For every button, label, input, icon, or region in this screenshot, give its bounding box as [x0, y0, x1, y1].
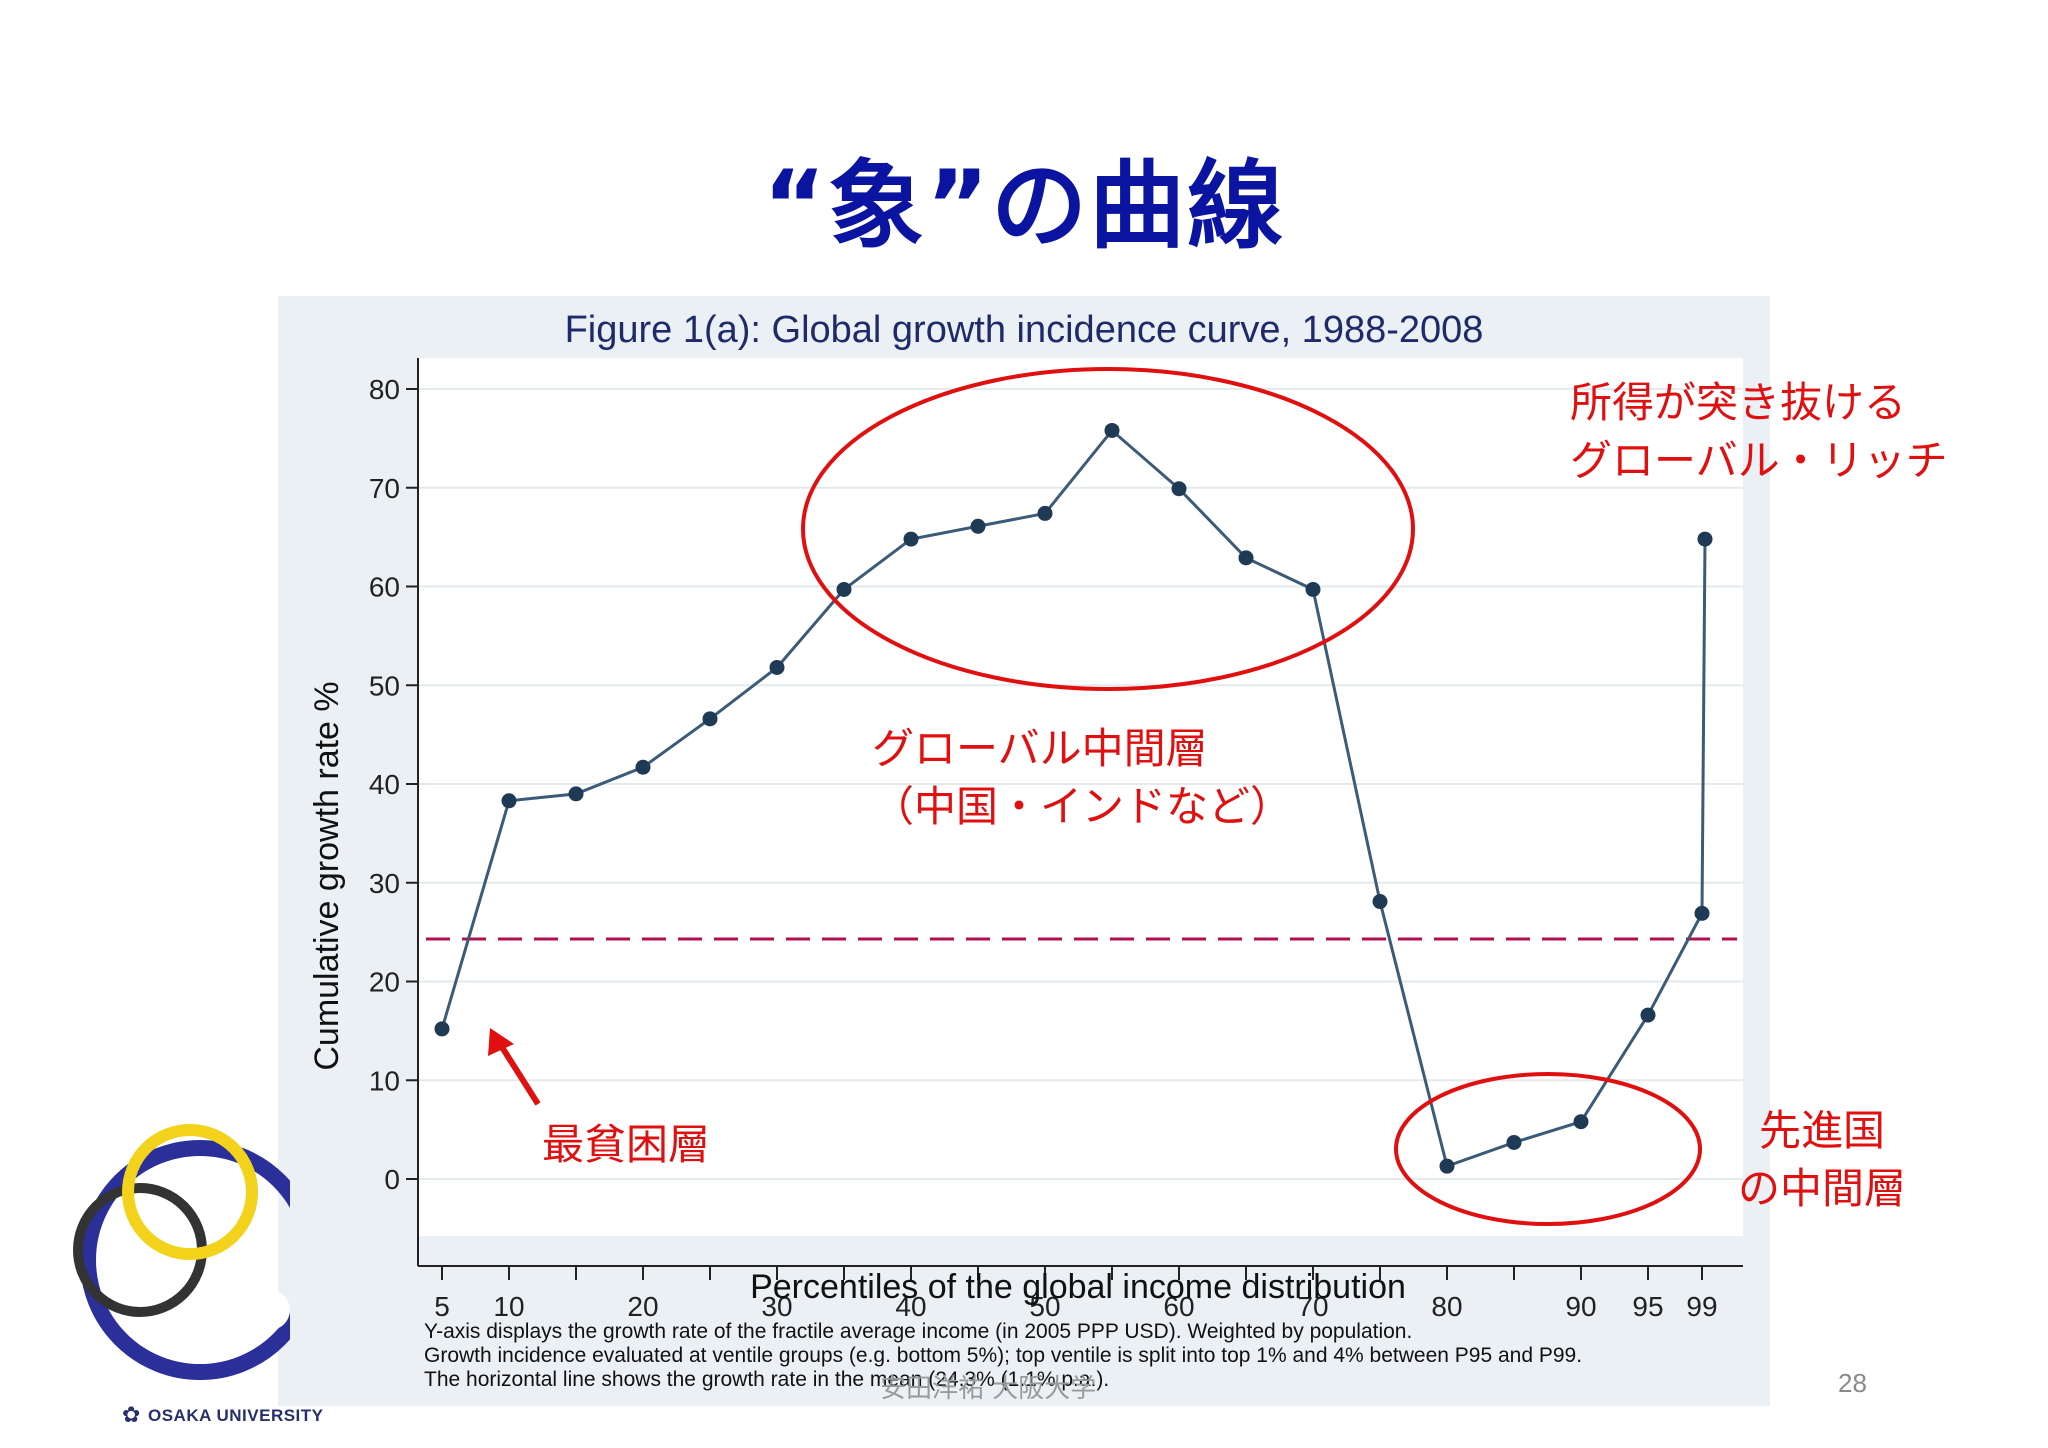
annotation-global-rich: 所得が突き抜ける グローバル・リッチ	[1570, 374, 1948, 490]
data-point	[434, 1021, 450, 1037]
chart-title: Figure 1(a): Global growth incidence cur…	[565, 309, 1484, 351]
y-axis-title: Cumulative growth rate %	[308, 681, 346, 1070]
slide-title: “象”の曲線	[762, 150, 1286, 262]
data-point	[903, 531, 919, 547]
y-tick-label: 50	[369, 670, 400, 701]
data-point	[1573, 1114, 1589, 1130]
data-point	[836, 581, 852, 597]
annotation-global-rich-line1: 所得が突き抜ける	[1570, 378, 1907, 427]
osaka-university-mark-icon: ✿	[122, 1403, 141, 1428]
annotation-global-middle: グローバル中間層 （中国・インドなど）	[872, 720, 1292, 836]
y-tick-label: 40	[369, 769, 400, 800]
x-axis-title: Percentiles of the global income distrib…	[750, 1268, 1406, 1306]
y-tick-label: 70	[369, 473, 400, 504]
data-point	[1305, 581, 1321, 597]
data-point	[1439, 1158, 1455, 1174]
page-number: 28	[1838, 1368, 1867, 1398]
annotation-global-rich-line2: グローバル・リッチ	[1570, 436, 1948, 485]
footer-credit: 安田洋祐 大阪大学	[880, 1374, 1097, 1404]
x-tick-label: 70	[1297, 1291, 1328, 1322]
x-tick-label: 50	[1029, 1291, 1060, 1322]
chart-note-line: Growth incidence evaluated at ventile gr…	[424, 1344, 1583, 1367]
data-point	[635, 759, 651, 775]
growth-incidence-chart: 0 10 20 30 40 50 60 70 80 5 10 20 30 40 50 60 70 80 90 95 99…	[308, 309, 1743, 1322]
plot-area	[418, 358, 1743, 1236]
annotation-global-middle-line2: （中国・インドなど）	[872, 782, 1293, 831]
x-tick-label: 90	[1565, 1291, 1596, 1322]
logo-text: OSAKA UNIVERSITY	[148, 1406, 324, 1425]
x-tick-label: 99	[1686, 1291, 1717, 1322]
y-tick-label: 80	[369, 374, 400, 405]
y-tick-label: 20	[369, 967, 400, 998]
data-point	[702, 711, 718, 727]
figure-panel: 0 10 20 30 40 50 60 70 80 5 10 20 30 40 50 60 70 80 90 95 99…	[278, 296, 1770, 1406]
y-tick-label: 10	[369, 1065, 400, 1096]
poorest-arrow-line	[497, 1042, 541, 1106]
x-tick-label: 60	[1163, 1291, 1194, 1322]
poorest-arrow-head	[488, 1028, 514, 1056]
data-point	[1640, 1007, 1656, 1023]
data-point	[1037, 505, 1053, 521]
advanced-middle-ellipse	[1394, 1072, 1702, 1226]
osaka-university-rings-icon	[73, 1124, 290, 1380]
chart-notes: Y-axis displays the growth rate of the f…	[424, 1320, 1764, 1392]
data-point	[1506, 1134, 1522, 1150]
y-tick-label: 30	[369, 868, 400, 899]
x-tick-label: 10	[493, 1291, 524, 1322]
data-point	[501, 793, 517, 809]
data-point	[568, 786, 584, 802]
annotation-poorest: 最貧困層	[542, 1120, 711, 1169]
annotation-advanced-middle: 先進国 の中間層	[1738, 1102, 1906, 1218]
data-point	[1694, 905, 1710, 921]
chart-note-line: The horizontal line shows the growth rat…	[424, 1368, 1110, 1391]
data-point	[769, 659, 785, 675]
annotation-global-middle-line1: グローバル中間層	[872, 724, 1208, 773]
data-point	[1697, 531, 1713, 547]
chart-note-line: Y-axis displays the growth rate of the f…	[424, 1320, 1413, 1343]
data-point	[1372, 894, 1388, 910]
x-tick-label: 95	[1632, 1291, 1663, 1322]
data-point	[1238, 550, 1254, 566]
global-middle-ellipse	[801, 367, 1415, 691]
data-point	[1171, 481, 1187, 497]
annotation-advanced-middle-line1: 先進国	[1759, 1106, 1886, 1155]
x-tick-label: 5	[434, 1291, 450, 1322]
x-tick-label: 20	[627, 1291, 658, 1322]
x-tick-label: 30	[761, 1291, 792, 1322]
y-tick-label: 60	[369, 572, 400, 603]
x-tick-label: 80	[1431, 1291, 1462, 1322]
data-point	[1104, 422, 1120, 438]
x-tick-label: 40	[895, 1291, 926, 1322]
data-point	[970, 518, 986, 534]
y-tick-label: 0	[384, 1164, 400, 1195]
annotation-advanced-middle-line2: の中間層	[1738, 1164, 1907, 1213]
